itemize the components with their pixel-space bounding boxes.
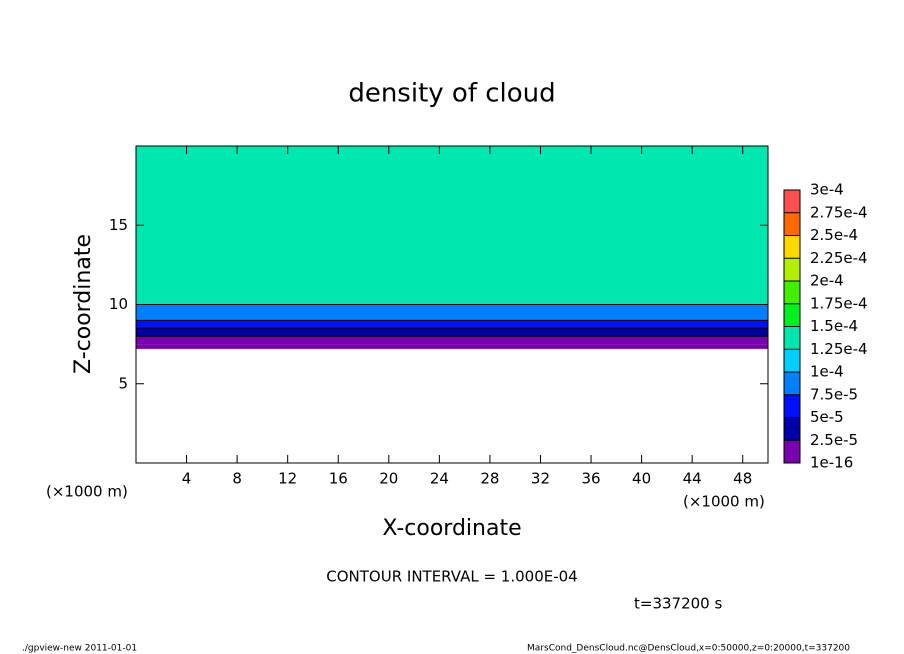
colorbar-box xyxy=(784,349,800,372)
colorbar-label: 5e-5 xyxy=(810,408,844,426)
colorbar-label: 2.5e-4 xyxy=(810,226,858,244)
colorbar-label: 3e-4 xyxy=(810,181,844,199)
field-band xyxy=(136,336,768,345)
x-tick-label: 20 xyxy=(379,470,398,488)
x-tick-label: 8 xyxy=(232,470,242,488)
x-tick-label: 16 xyxy=(329,470,348,488)
field-band xyxy=(136,344,768,349)
x-tick-label: 24 xyxy=(430,470,449,488)
footer-left: ./gpview-new 2011-01-01 xyxy=(22,644,137,654)
x-tick-label: 28 xyxy=(480,470,499,488)
colorbar-box xyxy=(784,372,800,395)
chart-title: density of cloud xyxy=(348,79,555,109)
colorbar-box xyxy=(784,326,800,350)
colorbar-box xyxy=(784,440,800,463)
colorbar-box xyxy=(784,394,800,418)
x-tick-label: 44 xyxy=(683,470,702,488)
y-tick-label: 5 xyxy=(118,374,128,392)
field-band xyxy=(136,146,768,305)
colorbar-box xyxy=(784,303,800,327)
colorbar-label: 2e-4 xyxy=(810,272,844,290)
colorbar-label: 1.25e-4 xyxy=(810,340,868,358)
x-tick-label: 40 xyxy=(632,470,651,488)
colorbar-box xyxy=(784,190,800,213)
colorbar-label: 1e-16 xyxy=(810,454,853,472)
x-tick-label: 32 xyxy=(531,470,550,488)
footer-right: MarsCond_DensCloud.nc@DensCloud,x=0:5000… xyxy=(527,644,850,654)
y-tick-label: 10 xyxy=(109,295,128,313)
x-unit: (×1000 m) xyxy=(683,493,765,511)
x-tick-label: 36 xyxy=(581,470,600,488)
colorbar-label: 2.75e-4 xyxy=(810,203,868,221)
contour-note: CONTOUR INTERVAL = 1.000E-04 xyxy=(326,568,577,586)
y-axis-label: Z-coordinate xyxy=(71,234,96,374)
colorbar-box xyxy=(784,281,800,304)
x-axis-label: X-coordinate xyxy=(382,516,521,541)
colorbar-box xyxy=(784,258,800,281)
y-unit: (×1000 m) xyxy=(46,483,128,501)
colorbar-box xyxy=(784,235,800,259)
colorbar-label: 2.25e-4 xyxy=(810,249,868,267)
field-band xyxy=(136,320,768,329)
field-band xyxy=(136,304,768,321)
colorbar-label: 7.5e-5 xyxy=(810,385,858,403)
x-tick-label: 48 xyxy=(733,470,752,488)
colorbar-label: 1.5e-4 xyxy=(810,317,858,335)
field-band xyxy=(136,328,768,337)
x-tick-label: 12 xyxy=(278,470,297,488)
colorbar-box xyxy=(784,417,800,441)
colorbar-label: 1e-4 xyxy=(810,363,844,381)
y-tick-label: 15 xyxy=(109,216,128,234)
colorbar-box xyxy=(784,212,800,236)
time-note: t=337200 s xyxy=(634,595,722,613)
x-tick-label: 4 xyxy=(182,470,192,488)
colorbar-label: 1.75e-4 xyxy=(810,294,868,312)
colorbar-label: 2.5e-5 xyxy=(810,431,858,449)
